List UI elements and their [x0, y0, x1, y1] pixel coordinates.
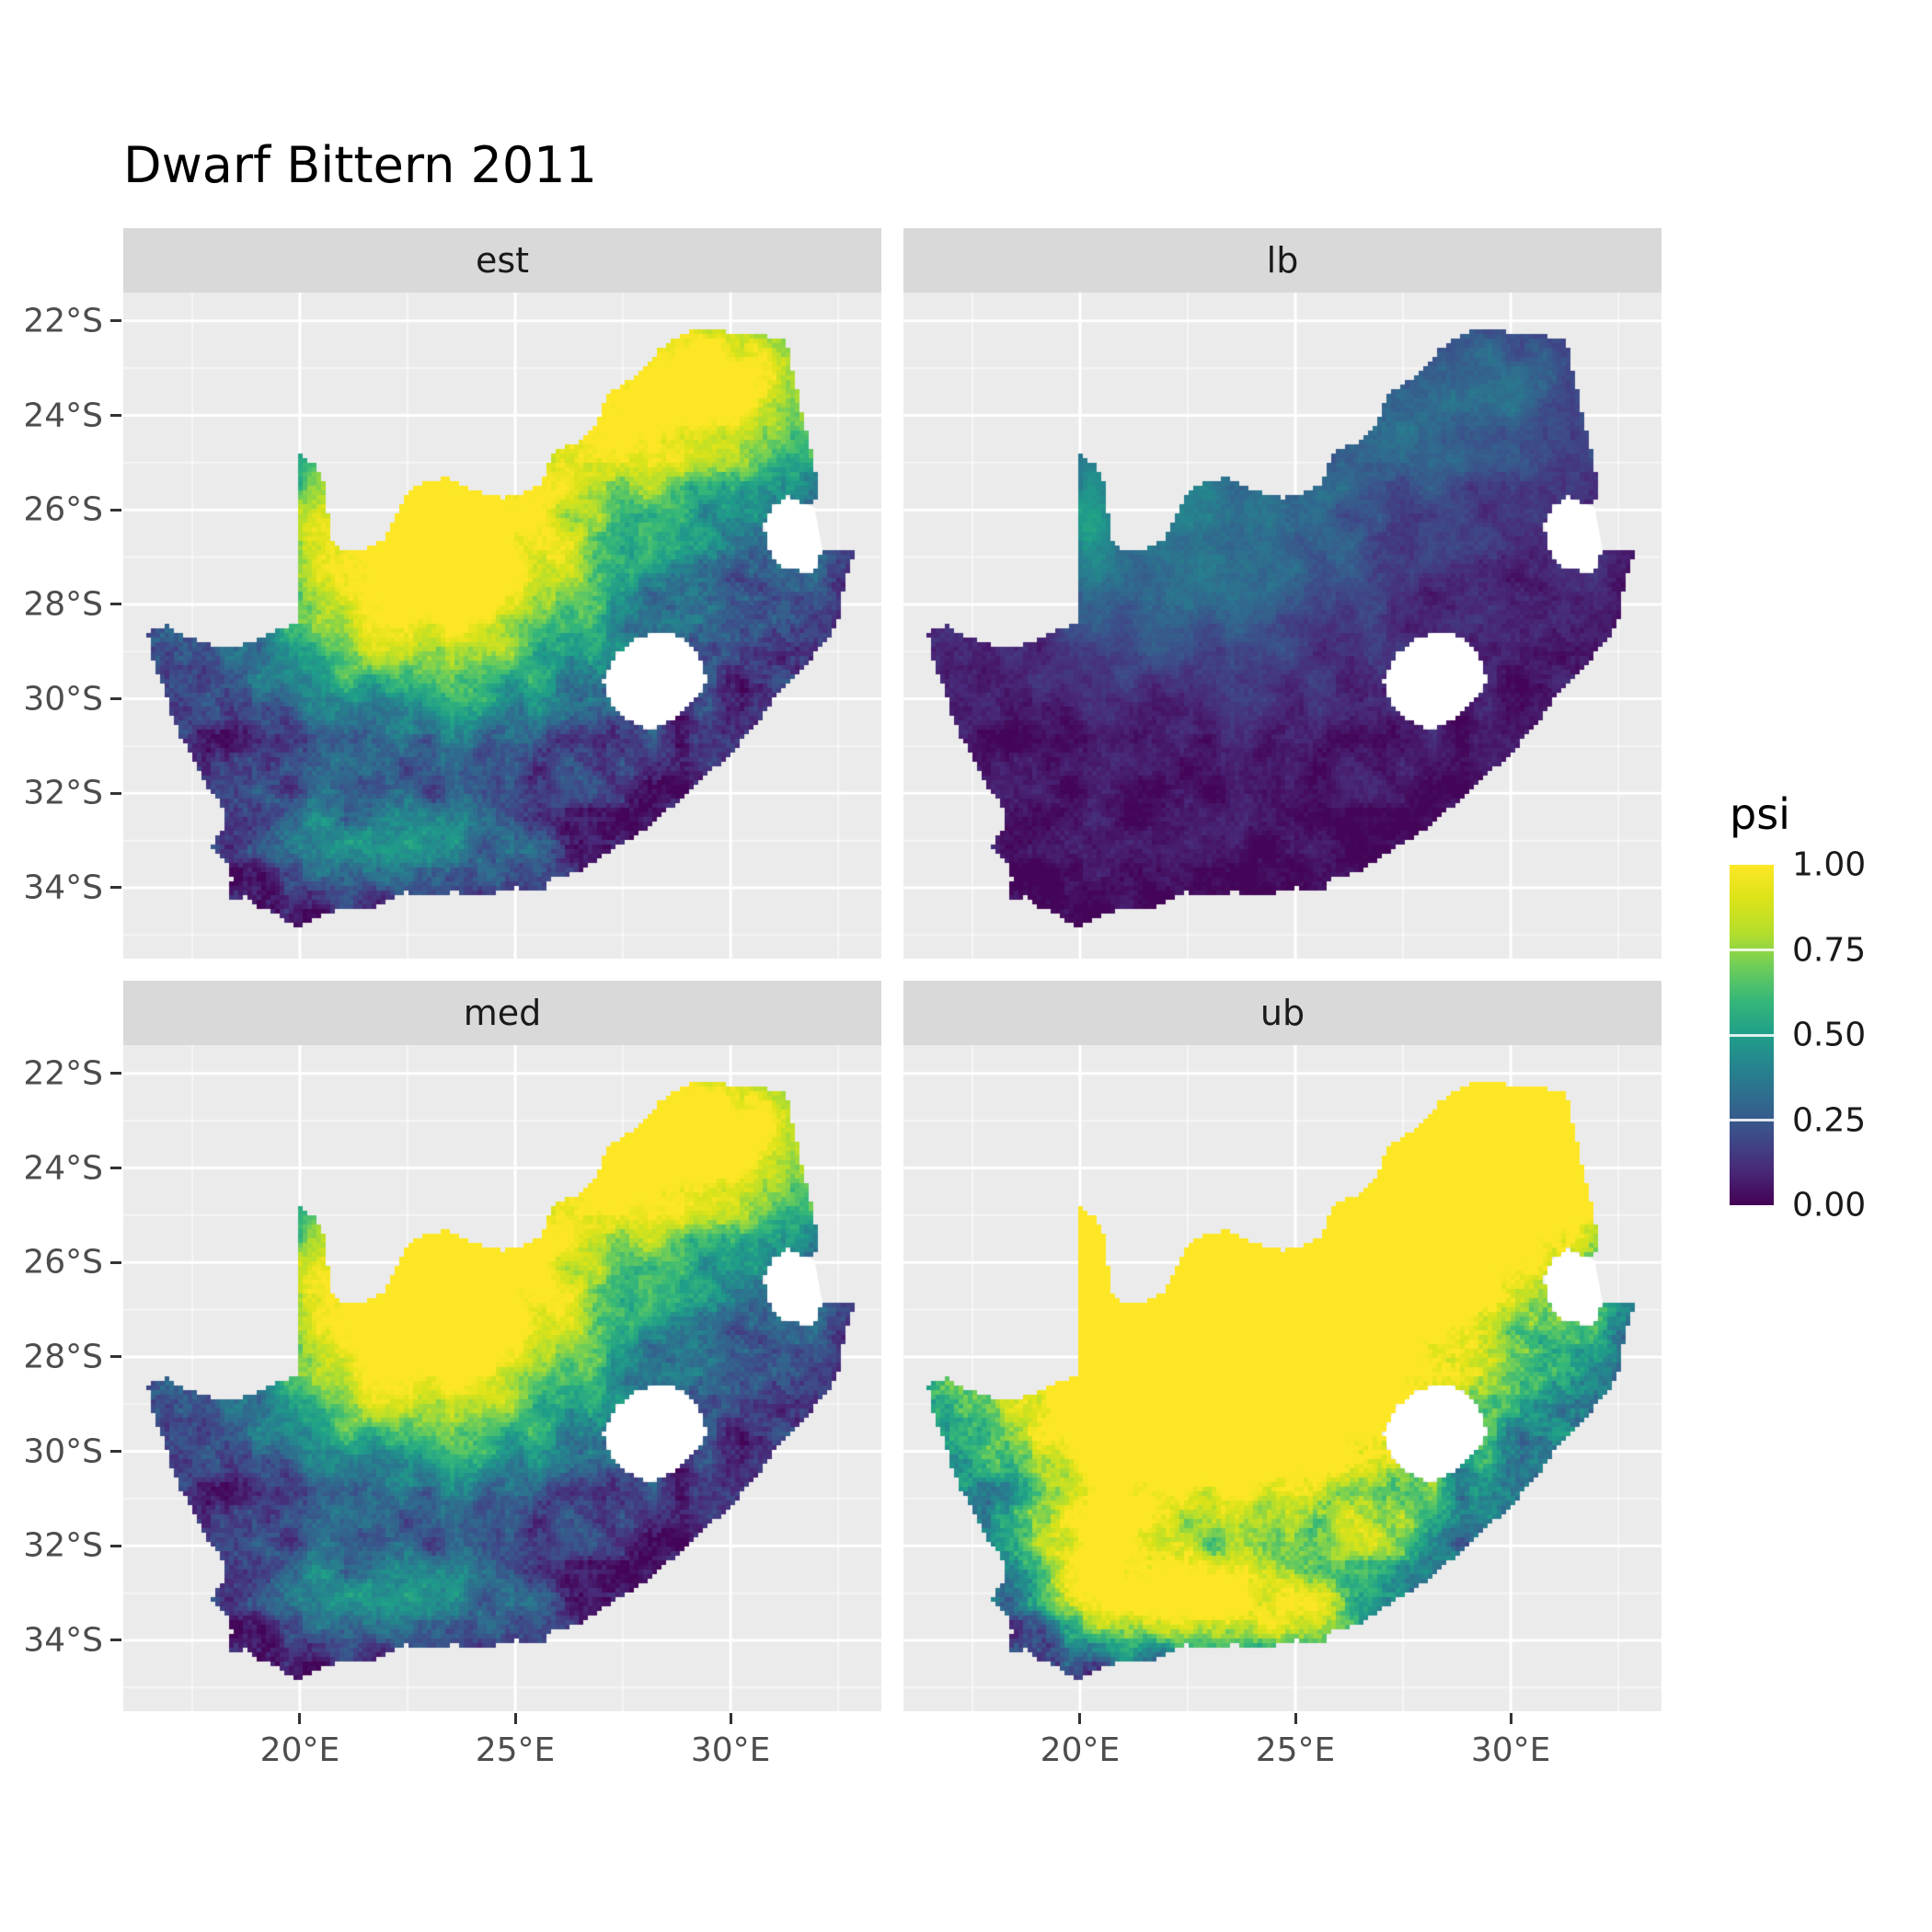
y-axis-label: 34°S: [23, 868, 103, 907]
legend-tick: [1730, 949, 1774, 951]
legend-break-label: 0.25: [1792, 1101, 1867, 1139]
facet-strip-ub: ub: [903, 981, 1662, 1045]
y-axis-tick: [110, 508, 121, 512]
x-axis-tick: [298, 1713, 302, 1724]
y-axis-label: 28°S: [23, 1338, 103, 1376]
x-axis-tick: [1509, 1713, 1512, 1724]
x-axis-tick: [729, 1713, 732, 1724]
y-axis-tick: [110, 791, 121, 795]
y-axis-label: 34°S: [23, 1621, 103, 1660]
map-canvas-lb: [903, 293, 1662, 959]
x-axis-tick: [1294, 1713, 1297, 1724]
y-axis-tick: [110, 1260, 121, 1264]
y-axis-label: 30°S: [23, 1432, 103, 1471]
y-axis-tick: [110, 1544, 121, 1547]
y-axis-tick: [110, 1072, 121, 1075]
facet-panel-med: med: [123, 981, 881, 1711]
y-axis-label: 28°S: [23, 585, 103, 624]
y-axis-label: 24°S: [23, 1149, 103, 1187]
y-axis-tick: [110, 603, 121, 606]
y-axis-label: 26°S: [23, 490, 103, 529]
facet-strip-label-lb: lb: [1266, 240, 1299, 281]
map-canvas-est: [123, 293, 881, 959]
y-axis-tick: [110, 1167, 121, 1169]
y-axis-tick: [110, 414, 121, 417]
y-axis-tick: [110, 886, 121, 890]
facet-strip-label-est: est: [475, 240, 530, 281]
y-axis-label: 32°S: [23, 774, 103, 812]
facet-panel-ub: ub: [903, 981, 1662, 1711]
map-canvas-med: [123, 1045, 881, 1711]
map-canvas-ub: [903, 1045, 1662, 1711]
legend-colorbar: [1730, 865, 1774, 1205]
y-axis-label: 22°S: [23, 302, 103, 340]
x-axis-label: 30°E: [1470, 1731, 1551, 1769]
y-axis-label: 32°S: [23, 1526, 103, 1565]
y-axis-label: 22°S: [23, 1054, 103, 1093]
legend-break-label: 0.00: [1792, 1186, 1867, 1225]
legend-tick: [1730, 1119, 1774, 1121]
y-axis-label: 26°S: [23, 1243, 103, 1282]
x-axis-label: 20°E: [1040, 1731, 1121, 1769]
x-axis-tick: [1078, 1713, 1082, 1724]
legend-break-label: 0.75: [1792, 931, 1867, 969]
x-axis-label: 25°E: [1255, 1731, 1336, 1769]
y-axis-tick: [110, 319, 121, 323]
y-axis-label: 30°S: [23, 680, 103, 719]
facet-strip-lb: lb: [903, 228, 1662, 293]
facet-panel-est: est: [123, 228, 881, 959]
y-axis-tick: [110, 1639, 121, 1642]
plot-title: Dwarf Bittern 2011: [123, 136, 597, 194]
facet-strip-med: med: [123, 981, 881, 1045]
x-axis-label: 30°E: [690, 1731, 771, 1769]
facet-panel-lb: lb: [903, 228, 1662, 959]
x-axis-label: 20°E: [259, 1731, 340, 1769]
x-axis-label: 25°E: [475, 1731, 556, 1769]
y-axis-tick: [110, 1355, 121, 1359]
x-axis-tick: [513, 1713, 517, 1724]
legend-title: psi: [1730, 789, 1790, 839]
y-axis-label: 24°S: [23, 397, 103, 434]
y-axis-tick: [110, 1450, 121, 1454]
legend-break-label: 0.50: [1792, 1016, 1867, 1054]
y-axis-tick: [110, 697, 121, 701]
facet-strip-est: est: [123, 228, 881, 293]
legend-break-label: 1.00: [1792, 845, 1867, 884]
facet-strip-label-ub: ub: [1259, 993, 1305, 1033]
legend-tick: [1730, 1033, 1774, 1037]
facet-strip-label-med: med: [463, 993, 542, 1033]
